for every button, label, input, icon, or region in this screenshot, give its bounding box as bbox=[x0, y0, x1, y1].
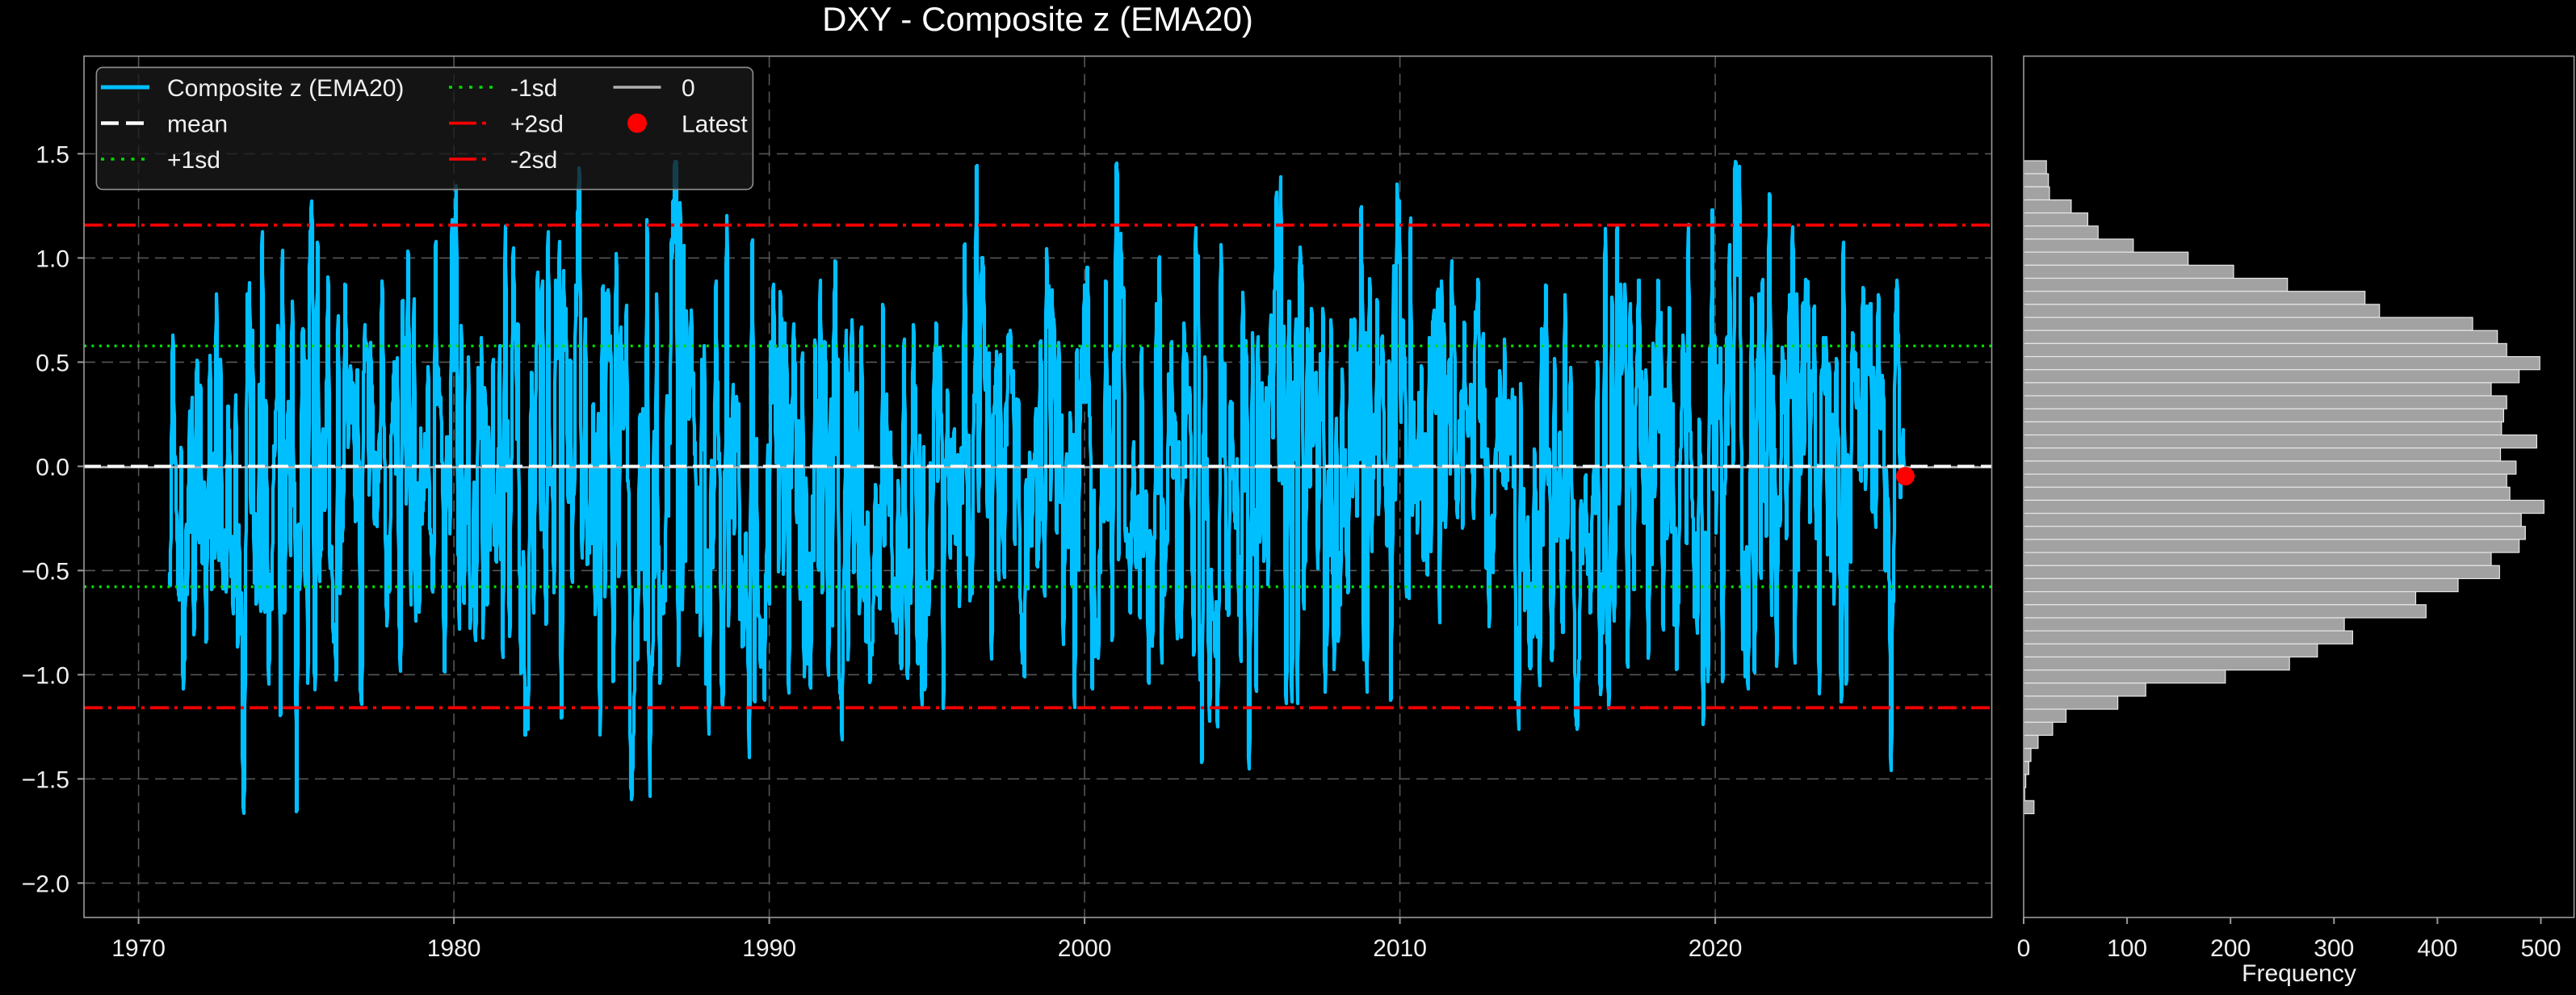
svg-text:Composite z (EMA20): Composite z (EMA20) bbox=[167, 75, 404, 102]
svg-text:-2sd: -2sd bbox=[510, 147, 557, 174]
svg-text:1970: 1970 bbox=[111, 935, 166, 962]
svg-text:2000: 2000 bbox=[1058, 935, 1112, 962]
svg-text:−0.5: −0.5 bbox=[22, 558, 69, 585]
svg-text:0.5: 0.5 bbox=[36, 350, 69, 376]
svg-text:1.0: 1.0 bbox=[36, 246, 69, 272]
svg-text:+1sd: +1sd bbox=[167, 147, 220, 174]
svg-text:200: 200 bbox=[2210, 935, 2251, 962]
svg-text:500: 500 bbox=[2520, 935, 2561, 962]
svg-text:1.5: 1.5 bbox=[36, 141, 69, 168]
svg-text:2010: 2010 bbox=[1373, 935, 1427, 962]
svg-text:mean: mean bbox=[167, 111, 228, 138]
svg-text:+2sd: +2sd bbox=[510, 111, 564, 138]
svg-text:-1sd: -1sd bbox=[510, 75, 557, 102]
svg-text:1980: 1980 bbox=[427, 935, 481, 962]
svg-text:1990: 1990 bbox=[742, 935, 796, 962]
svg-text:2020: 2020 bbox=[1689, 935, 1743, 962]
svg-text:400: 400 bbox=[2417, 935, 2457, 962]
svg-text:DXY - Composite z (EMA20): DXY - Composite z (EMA20) bbox=[822, 0, 1253, 38]
svg-text:0: 0 bbox=[2017, 935, 2031, 962]
svg-text:−1.0: −1.0 bbox=[22, 662, 69, 689]
svg-text:0: 0 bbox=[682, 75, 695, 102]
svg-text:−1.5: −1.5 bbox=[22, 766, 69, 793]
svg-text:Frequency: Frequency bbox=[2242, 960, 2356, 987]
svg-text:−2.0: −2.0 bbox=[22, 871, 69, 897]
svg-text:300: 300 bbox=[2314, 935, 2354, 962]
svg-text:0.0: 0.0 bbox=[36, 454, 69, 481]
svg-text:Latest: Latest bbox=[682, 111, 748, 138]
svg-text:100: 100 bbox=[2107, 935, 2147, 962]
